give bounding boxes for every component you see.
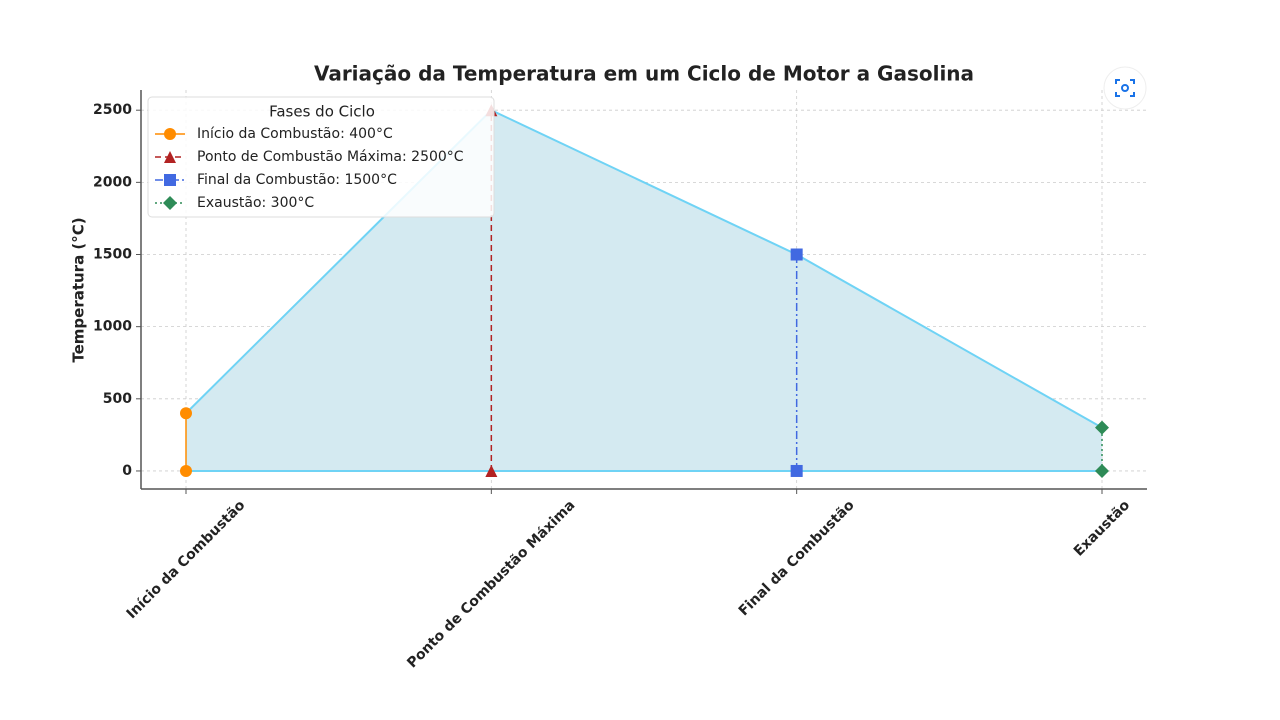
stem-base-marker	[790, 464, 803, 477]
y-tick-label: 2000	[93, 174, 132, 190]
legend-marker	[164, 128, 176, 140]
legend-box	[147, 96, 495, 218]
legend-marker	[163, 196, 177, 210]
stem-marker	[1095, 420, 1109, 435]
y-tick-label: 1000	[93, 319, 132, 335]
legend-label: Ponto de Combustão Máxima: 2500°C	[197, 149, 464, 165]
x-tick-label: Início da Combustão	[124, 497, 249, 622]
stem-marker	[790, 248, 803, 261]
stem-base-marker	[1095, 463, 1109, 478]
legend: Fases do Ciclo Início da Combustão: 400°C…	[147, 96, 495, 218]
y-tick-label: 0	[122, 463, 132, 479]
line	[185, 108, 1103, 429]
stem-base-marker	[485, 464, 498, 477]
stem-base-marker	[180, 464, 192, 477]
legend-title: Fases do Ciclo	[269, 103, 375, 121]
stem-marker	[180, 407, 192, 420]
legend-label: Exaustão: 300°C	[197, 195, 314, 211]
y-tick-label: 1500	[93, 247, 132, 263]
lens-button[interactable]	[1103, 66, 1147, 110]
legend-label: Início da Combustão: 400°C	[197, 126, 393, 142]
x-tick-label: Ponto de Combustão Máxima	[404, 497, 578, 671]
y-tick-label: 2500	[93, 102, 132, 118]
y-tick-label: 500	[103, 391, 132, 407]
x-tick-label: Exaustão	[1071, 497, 1134, 560]
chart-title: Variação da Temperatura em um Ciclo de M…	[314, 62, 974, 86]
legend-label: Final da Combustão: 1500°C	[197, 172, 397, 188]
legend-marker	[164, 174, 176, 186]
y-axis-label: Temperatura (°C)	[70, 217, 88, 362]
legend-marker	[164, 151, 176, 163]
x-tick-label: Final da Combustão	[736, 497, 858, 619]
